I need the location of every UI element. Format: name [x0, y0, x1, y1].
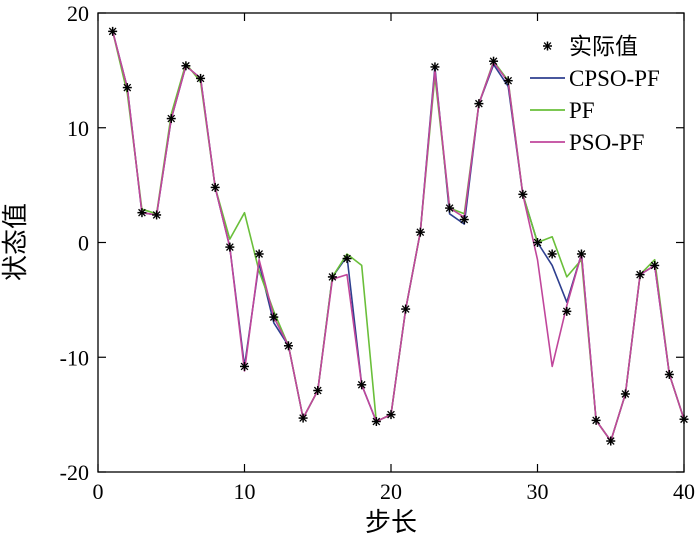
- x-tick-label: 0: [93, 479, 104, 504]
- x-axis-title: 步长: [365, 508, 417, 538]
- actual-value-marker: [283, 341, 293, 351]
- actual-value-markers: [108, 26, 689, 446]
- axis-ticks: 0 10 20 30 40 -20 -10 0 10 20: [60, 1, 695, 504]
- legend: 实际值 CPSO-PF PF PSO-PF: [530, 34, 660, 155]
- actual-value-marker: [650, 260, 660, 270]
- actual-value-marker: [562, 306, 572, 316]
- actual-value-marker: [269, 312, 279, 322]
- actual-value-marker: [240, 361, 249, 371]
- actual-value-marker: [371, 417, 381, 427]
- actual-value-marker: [298, 413, 308, 423]
- actual-value-marker: [518, 189, 528, 199]
- actual-value-marker: [401, 304, 411, 314]
- legend-label: PSO-PF: [569, 130, 644, 155]
- actual-value-marker: [489, 56, 499, 66]
- actual-value-marker: [313, 386, 323, 396]
- actual-value-marker: [415, 227, 425, 237]
- x-tick-label: 10: [234, 479, 256, 504]
- actual-value-marker: [635, 270, 645, 280]
- y-tick-label: 20: [67, 1, 89, 26]
- y-tick-label: -20: [60, 460, 89, 485]
- actual-value-marker: [181, 61, 191, 71]
- actual-value-marker: [664, 369, 674, 379]
- actual-value-marker: [210, 182, 220, 192]
- actual-value-marker: [152, 210, 162, 220]
- actual-value-marker: [225, 242, 235, 252]
- actual-value-marker: [137, 208, 147, 218]
- actual-value-marker: [533, 238, 542, 247]
- actual-value-marker: [474, 99, 484, 109]
- actual-value-marker: [386, 410, 396, 420]
- y-tick-label: -10: [60, 345, 89, 370]
- x-tick-label: 30: [527, 479, 549, 504]
- series-lines: [111, 31, 685, 442]
- actual-value-marker: [679, 414, 689, 424]
- actual-value-marker: [620, 389, 630, 399]
- y-tick-label: 0: [78, 231, 89, 256]
- y-tick-label: 10: [67, 116, 89, 141]
- y-axis-title: 状态值: [1, 203, 31, 281]
- legend-label: 实际值: [569, 34, 638, 60]
- actual-value-marker: [357, 380, 367, 390]
- actual-value-marker: [327, 272, 337, 282]
- actual-value-marker: [122, 83, 132, 93]
- actual-value-marker: [196, 73, 206, 83]
- x-tick-label: 20: [380, 479, 402, 504]
- actual-value-marker: [254, 249, 264, 259]
- legend-label: PF: [569, 98, 595, 123]
- actual-value-marker: [547, 249, 557, 259]
- series-line-pso-pf: [111, 31, 685, 442]
- actual-value-marker: [606, 436, 616, 446]
- actual-value-marker: [166, 114, 176, 124]
- actual-value-marker: [591, 415, 601, 425]
- x-tick-label: 40: [673, 479, 695, 504]
- actual-value-marker: [445, 203, 455, 213]
- actual-value-marker: [576, 249, 586, 259]
- actual-value-marker: [430, 62, 440, 72]
- actual-value-marker: [459, 215, 469, 225]
- legend-label: CPSO-PF: [569, 66, 660, 91]
- legend-actual-marker: [543, 41, 552, 51]
- actual-value-marker: [108, 26, 118, 36]
- actual-value-marker: [342, 254, 352, 264]
- actual-value-marker: [503, 76, 513, 86]
